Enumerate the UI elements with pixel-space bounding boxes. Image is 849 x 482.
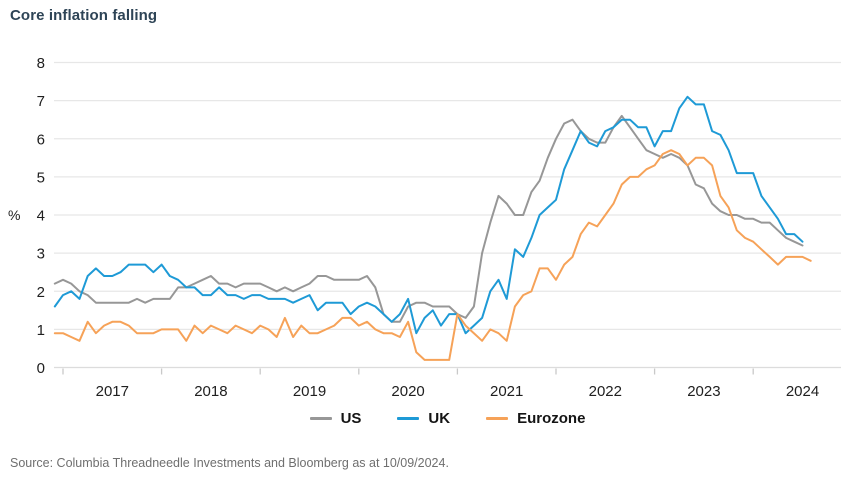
x-tick-label: 2019 xyxy=(293,383,326,400)
legend-label-eurozone: Eurozone xyxy=(517,409,586,427)
y-tick-label: 2 xyxy=(37,284,45,301)
series-line-uk xyxy=(53,95,804,335)
eurozone-line-swatch xyxy=(486,416,509,420)
legend-item-us: US xyxy=(309,409,362,427)
x-tick-label: 2021 xyxy=(490,383,523,400)
x-tick-label: 2024 xyxy=(786,383,819,400)
uk-line-swatch xyxy=(397,416,420,420)
x-axis: 2017 2018 2019 2020 2021 2022 2023 2024 xyxy=(62,368,819,400)
legend-item-eurozone: Eurozone xyxy=(486,410,585,427)
source-note: Source: Columbia Threadneedle Investment… xyxy=(10,456,449,470)
y-tick-label: 7 xyxy=(37,93,45,110)
chart-title: Core inflation falling xyxy=(10,7,158,24)
legend-item-uk: UK xyxy=(397,410,450,427)
y-tick-label: 3 xyxy=(37,246,45,263)
legend-label-uk: UK xyxy=(428,409,451,427)
y-tick-label: 6 xyxy=(37,131,45,148)
series-lines xyxy=(53,95,812,361)
y-axis-labels: 0 1 2 3 4 5 6 7 8 xyxy=(37,55,45,377)
y-tick-label: 8 xyxy=(37,55,45,72)
us-line-swatch xyxy=(309,416,332,420)
chart-legend: US UK Eurozone xyxy=(54,405,841,431)
y-tick-label: 1 xyxy=(37,322,45,339)
x-tick-label: 2017 xyxy=(96,383,129,400)
y-axis-unit-label: % xyxy=(8,207,20,223)
y-tick-label: 0 xyxy=(37,360,45,377)
y-gridlines xyxy=(54,61,841,369)
x-tick-label: 2023 xyxy=(687,383,720,400)
x-tick-label: 2020 xyxy=(391,383,424,400)
series-line-us xyxy=(53,114,804,323)
y-tick-label: 5 xyxy=(37,169,45,186)
x-tick-label: 2022 xyxy=(589,383,622,400)
x-tick-label: 2018 xyxy=(194,383,227,400)
series-line-eurozone xyxy=(53,149,812,361)
y-tick-label: 4 xyxy=(37,208,45,225)
legend-label-us: US xyxy=(340,409,362,427)
